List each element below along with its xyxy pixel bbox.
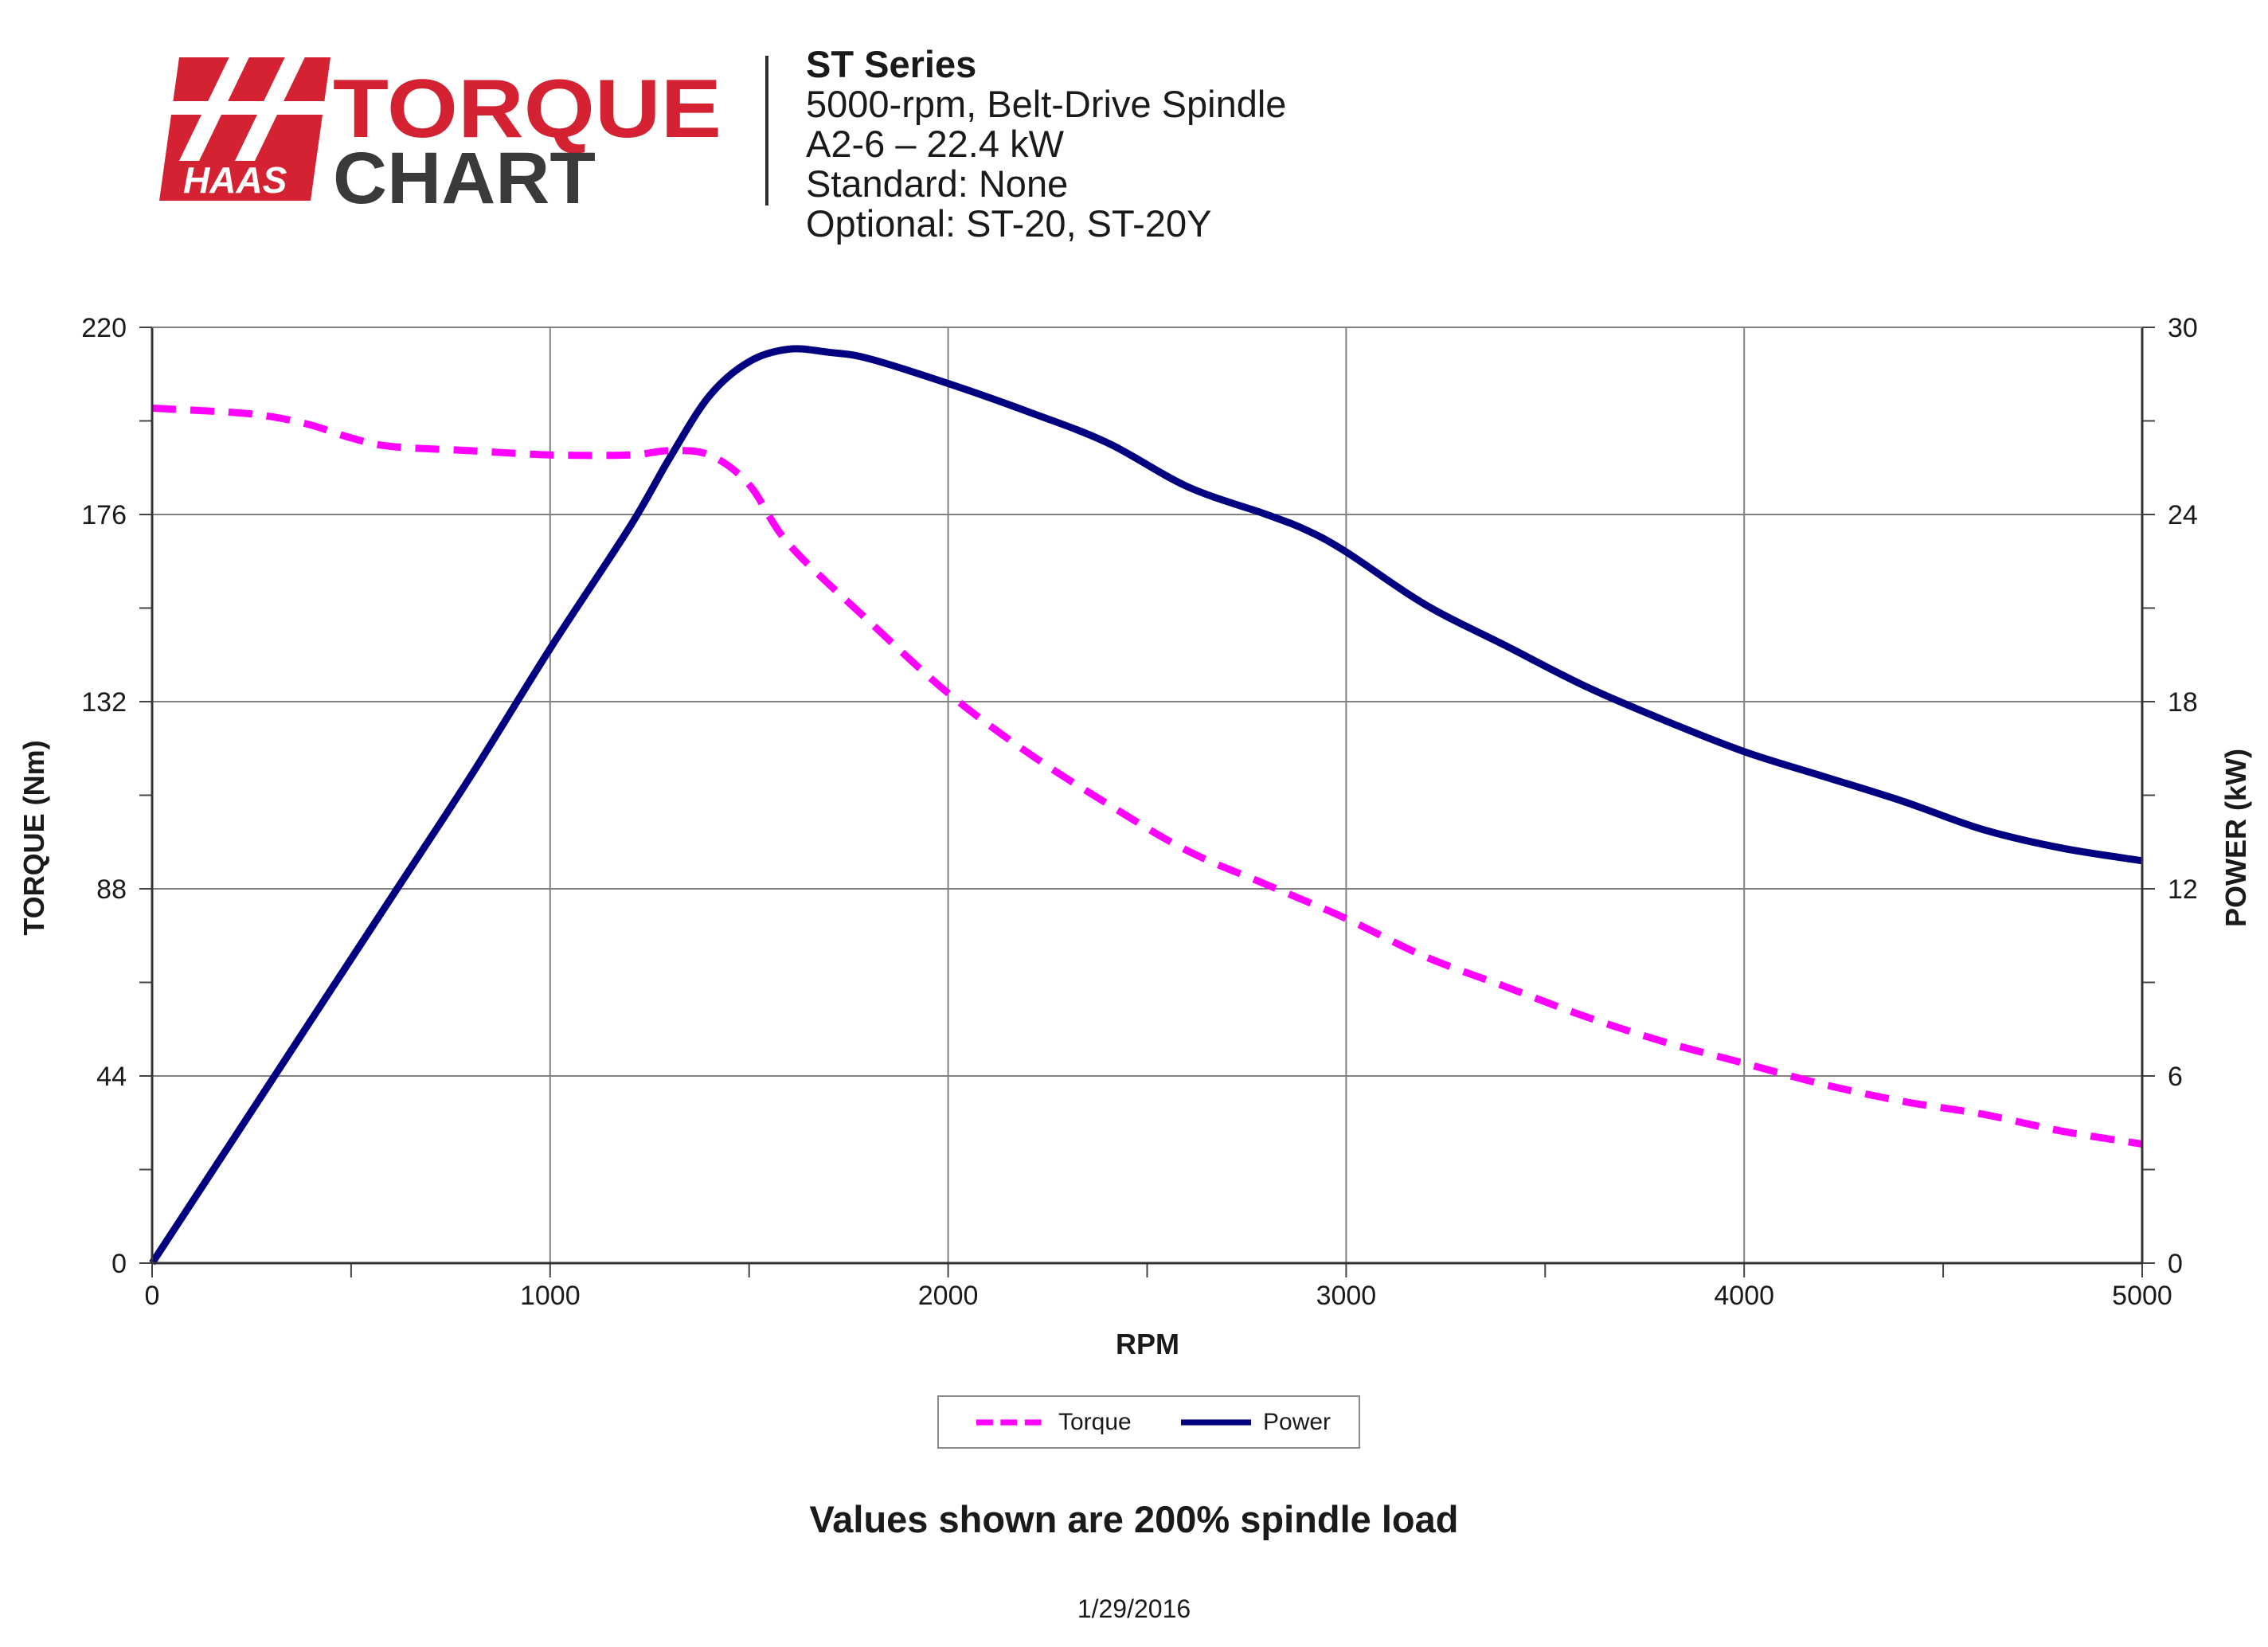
y-tick-label-left: 0 bbox=[111, 1249, 127, 1279]
y-tick-label-left: 220 bbox=[81, 313, 127, 343]
legend-label-torque: Torque bbox=[1058, 1408, 1132, 1435]
y-tick-label-right: 6 bbox=[2168, 1062, 2183, 1092]
x-tick-label: 2000 bbox=[918, 1281, 979, 1311]
legend-swatch-power bbox=[1181, 1418, 1251, 1426]
y-tick-label-right: 0 bbox=[2168, 1249, 2183, 1279]
x-tick-label: 4000 bbox=[1714, 1281, 1774, 1311]
logo-red-block bbox=[159, 57, 330, 201]
header-spec-block: ST Series 5000-rpm, Belt-Drive Spindle A… bbox=[806, 45, 1286, 244]
y-tick-label-left: 132 bbox=[81, 687, 127, 718]
legend: Torque Power bbox=[937, 1395, 1360, 1449]
haas-logo-icon: HAAS bbox=[151, 45, 334, 201]
logo-h-bar bbox=[151, 101, 334, 115]
optional-models: Optional: ST-20, ST-20Y bbox=[806, 202, 1212, 245]
legend-item-torque: Torque bbox=[968, 1397, 1132, 1447]
x-tick-label: 5000 bbox=[2112, 1281, 2172, 1311]
x-tick-label: 3000 bbox=[1316, 1281, 1377, 1311]
spindle-nose-power: A2-6 – 22.4 kW bbox=[806, 123, 1064, 165]
logo-torque-text: TORQUE bbox=[333, 63, 721, 155]
y-axis-title-right: POWER (kW) bbox=[2219, 749, 2252, 927]
legend-item-power: Power bbox=[1172, 1397, 1331, 1447]
y-axis-title-left: TORQUE (Nm) bbox=[18, 740, 50, 935]
x-axis-title: RPM bbox=[1116, 1328, 1179, 1360]
series-line-torque bbox=[151, 405, 2143, 1148]
y-tick-label-left: 88 bbox=[96, 874, 127, 905]
torque-power-chart: 0 44 88 132 176 220 0 6 12 18 24 30 0 1000 2000 3000 400… bbox=[18, 313, 2252, 1360]
y-tick-label-right: 24 bbox=[2168, 500, 2198, 530]
chart-date: 1/29/2016 bbox=[1077, 1594, 1191, 1623]
y-tick-label-right: 12 bbox=[2168, 874, 2198, 905]
logo-brand-text: HAAS bbox=[183, 159, 287, 201]
y-tick-label-left: 176 bbox=[81, 500, 127, 530]
x-tick-label: 1000 bbox=[520, 1281, 581, 1311]
grid bbox=[152, 327, 2142, 1263]
spindle-load-note: Values shown are 200% spindle load bbox=[809, 1498, 1459, 1540]
y-tick-label-right: 30 bbox=[2168, 313, 2198, 343]
series-title: ST Series bbox=[806, 43, 977, 85]
logo-chart-text: CHART bbox=[333, 138, 596, 213]
standard-models: Standard: None bbox=[806, 162, 1069, 205]
spindle-spec: 5000-rpm, Belt-Drive Spindle bbox=[806, 83, 1287, 125]
series bbox=[149, 345, 2143, 1266]
series-line-power bbox=[149, 345, 2143, 1266]
y-tick-label-left: 44 bbox=[96, 1062, 127, 1092]
header-divider bbox=[765, 56, 768, 205]
x-tick-label: 0 bbox=[145, 1281, 160, 1311]
legend-swatch-torque bbox=[976, 1418, 1046, 1426]
legend-label-power: Power bbox=[1263, 1408, 1331, 1435]
haas-torque-chart-logo: HAAS TORQUE CHART bbox=[151, 45, 721, 213]
y-tick-label-right: 18 bbox=[2168, 687, 2198, 718]
axis-ticks bbox=[139, 327, 2155, 1277]
axes bbox=[151, 327, 2144, 1265]
tick-labels: 0 44 88 132 176 220 0 6 12 18 24 30 0 1000 2000 3000 400… bbox=[81, 313, 2198, 1311]
